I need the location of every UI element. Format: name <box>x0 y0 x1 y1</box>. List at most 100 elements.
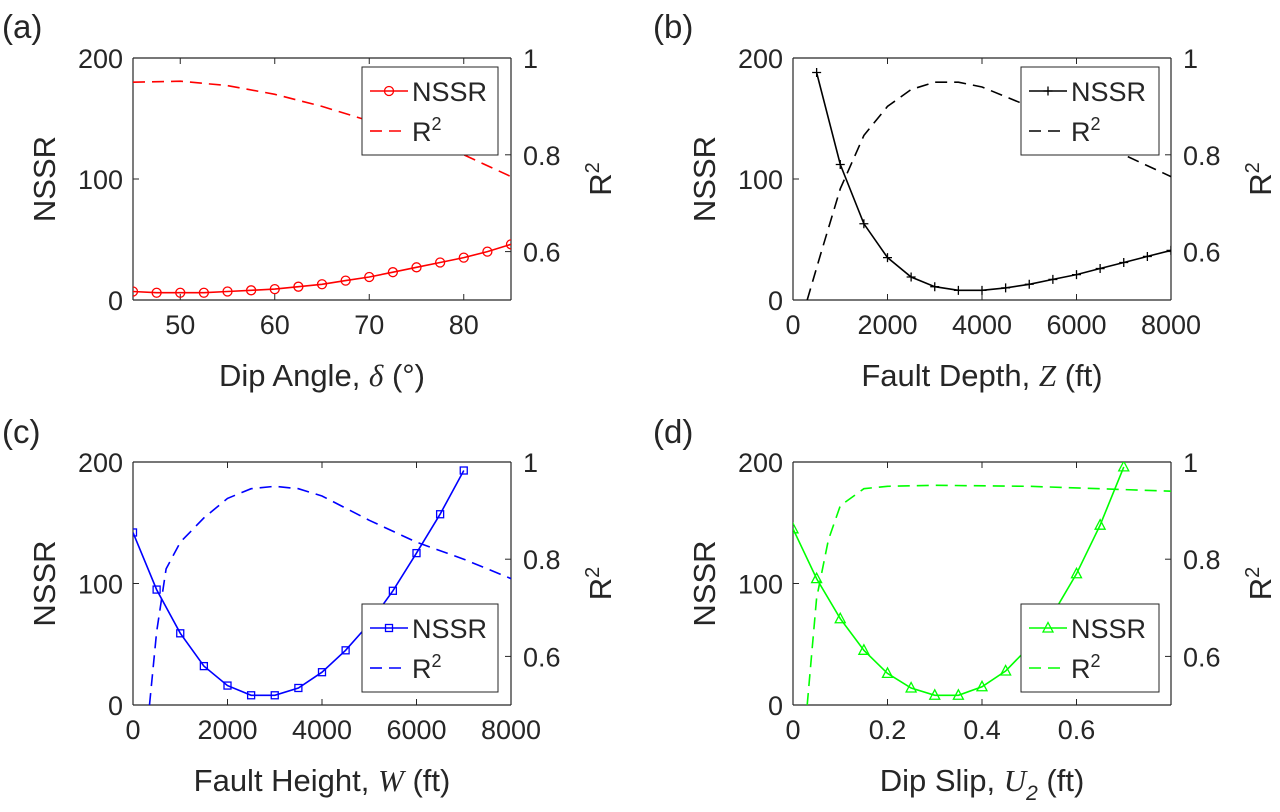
x-tick-label: 8000 <box>481 715 541 745</box>
data-point <box>1166 245 1171 255</box>
data-point <box>412 548 421 558</box>
y2-axis-label: R2 <box>1242 162 1278 196</box>
x-tick-label: 4000 <box>952 310 1012 340</box>
data-point <box>316 279 328 290</box>
legend-marker <box>1041 621 1055 633</box>
data-point <box>883 253 892 263</box>
data-point <box>1070 566 1083 579</box>
plot-area <box>806 68 1171 300</box>
series-line-nssr <box>133 470 465 697</box>
data-point <box>930 282 940 292</box>
y-tick-label: 0 <box>768 691 783 721</box>
data-point <box>975 679 989 692</box>
x-tick-label: 0 <box>785 715 800 745</box>
x-label-text: Dip Angle, <box>219 358 369 393</box>
y-axis-label: NSSR <box>687 540 722 626</box>
data-point <box>340 275 351 286</box>
x-label-text: Dip Slip, <box>880 763 1004 798</box>
y-tick-label: 100 <box>738 165 783 195</box>
data-point <box>458 252 469 263</box>
x-label-unit: (ft) <box>1038 763 1085 798</box>
y2-tick-label: 1 <box>1183 448 1198 478</box>
data-point <box>906 272 916 282</box>
y2-label-sup: 2 <box>582 162 604 173</box>
y2-tick-label: 0.8 <box>523 141 561 171</box>
y-tick-label: 0 <box>108 691 123 721</box>
data-point <box>387 267 399 278</box>
data-point <box>857 643 870 655</box>
y2-label-sup: 2 <box>582 567 604 578</box>
data-point <box>835 159 845 169</box>
legend-label-nssr: NSSR <box>412 614 487 644</box>
data-point <box>317 668 327 677</box>
data-point <box>1024 279 1034 289</box>
series-line-nssr <box>815 72 1171 292</box>
legend-box <box>361 66 499 156</box>
data-point <box>1001 283 1011 293</box>
legend-label-r2: R2 <box>1071 651 1101 684</box>
y2-axis-label: R2 <box>582 162 618 196</box>
x-label-symbol: W <box>378 763 407 798</box>
y-axis-label: NSSR <box>687 136 722 222</box>
legend-r2-text: R <box>412 654 432 684</box>
y2-tick-label: 0.6 <box>1183 238 1221 268</box>
data-point <box>459 466 468 475</box>
series-line-r2 <box>806 81 1171 300</box>
y2-tick-label: 0.6 <box>1183 642 1221 672</box>
data-point <box>222 286 233 297</box>
data-point <box>341 646 350 655</box>
data-point <box>133 528 138 537</box>
x-tick-label: 0.4 <box>963 715 1001 745</box>
x-axis-label: Fault Depth, Z (ft) <box>861 358 1102 393</box>
legend-label-r2: R2 <box>412 651 442 684</box>
data-point <box>928 688 941 700</box>
y-tick-label: 100 <box>738 570 783 600</box>
legend-label-nssr: NSSR <box>1071 614 1146 644</box>
legend-r2-text: R <box>1071 654 1091 684</box>
y2-axis-label: R2 <box>1242 567 1278 601</box>
data-point <box>199 661 209 671</box>
y2-label-text: R <box>583 578 618 600</box>
x-label-unit: (°) <box>383 358 425 393</box>
x-label-symbol: δ <box>369 358 384 393</box>
y2-tick-label: 1 <box>523 448 538 478</box>
x-axis-label: Dip Slip, U2 (ft) <box>880 763 1085 805</box>
y2-label-text: R <box>583 173 618 195</box>
y2-label-sup: 2 <box>1242 162 1264 173</box>
y-tick-label: 100 <box>78 165 123 195</box>
legend-label-nssr: NSSR <box>1071 77 1146 107</box>
y2-tick-label: 0.6 <box>523 642 561 672</box>
y2-label-text: R <box>1243 578 1278 600</box>
x-tick-label: 80 <box>449 310 479 340</box>
data-point <box>953 285 963 295</box>
panel-label: (a) <box>2 8 42 45</box>
x-tick-label: 0 <box>785 310 800 340</box>
series-line-nssr <box>793 466 1125 697</box>
data-point <box>198 287 210 298</box>
legend-r2-sup: 2 <box>432 114 442 134</box>
data-point <box>1072 270 1081 280</box>
y2-tick-label: 0.8 <box>1183 141 1221 171</box>
y-axis-label: NSSR <box>27 136 62 222</box>
x-label-subscript: 2 <box>1025 782 1038 805</box>
y-axis-label: NSSR <box>27 540 62 626</box>
x-tick-label: 0 <box>125 715 140 745</box>
x-label-symbol: U <box>1004 763 1029 798</box>
legend-marker <box>1043 86 1053 96</box>
data-point <box>270 691 279 700</box>
legend-marker <box>383 85 395 97</box>
data-point <box>793 521 800 534</box>
legend-label-r2: R2 <box>412 114 442 147</box>
data-point <box>411 262 422 273</box>
data-point <box>435 510 445 519</box>
data-point <box>482 246 493 257</box>
plot-area <box>133 466 511 705</box>
x-tick-label: 8000 <box>1141 310 1201 340</box>
data-point <box>999 664 1012 676</box>
legend: NSSR R2 <box>361 66 499 156</box>
x-tick-label: 50 <box>165 310 195 340</box>
x-label-text: Fault Height, <box>194 763 378 798</box>
data-point <box>505 239 511 250</box>
x-tick-label: 2000 <box>197 715 257 745</box>
